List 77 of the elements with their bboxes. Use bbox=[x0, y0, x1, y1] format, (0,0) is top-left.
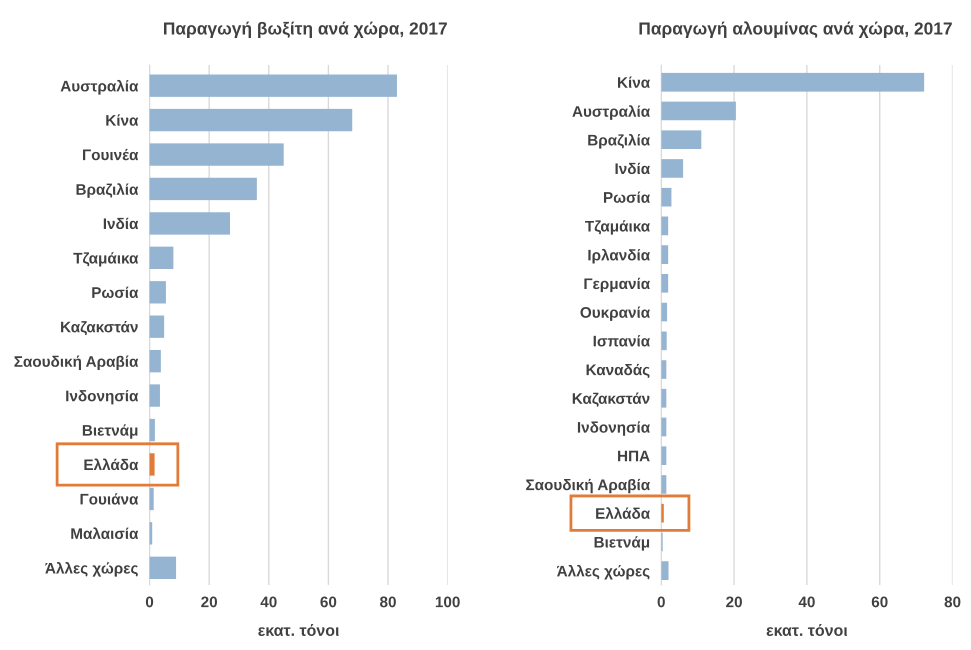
bar bbox=[150, 316, 164, 338]
y-tick-label: Γουινέα bbox=[83, 148, 138, 160]
x-tick-label: 80 bbox=[380, 596, 396, 608]
y-tick-label: Ισπανία bbox=[594, 335, 650, 346]
bar bbox=[661, 388, 666, 408]
bar bbox=[150, 281, 166, 304]
bar bbox=[661, 245, 668, 264]
y-tick-label: Ρωσία bbox=[604, 191, 650, 203]
x-tick-label: 0 bbox=[146, 596, 154, 608]
bar bbox=[661, 446, 666, 466]
y-tick-label: Τζαμάικα bbox=[73, 252, 138, 267]
y-tick-label: Αυστραλία bbox=[572, 105, 650, 120]
bar bbox=[661, 216, 668, 236]
y-tick-label: Ελλάδα bbox=[84, 458, 138, 470]
bar bbox=[150, 350, 161, 372]
y-tick-label: Γουιάνα bbox=[80, 493, 138, 505]
x-tick-label: 60 bbox=[320, 596, 336, 608]
bar bbox=[661, 302, 668, 322]
y-tick-label: Σαουδική Αραβία bbox=[526, 478, 650, 494]
y-tick-label: Ινδονησία bbox=[66, 390, 138, 404]
y-tick-label: Κίνα bbox=[618, 76, 650, 88]
y-tick-label: Αυστραλία bbox=[60, 80, 138, 95]
x-axis-title: εκατ. τόνοι bbox=[766, 624, 848, 636]
bar bbox=[661, 418, 666, 436]
bar bbox=[661, 102, 736, 120]
bar bbox=[661, 274, 668, 293]
bar bbox=[661, 504, 664, 523]
y-tick-label: Βιετνάμ bbox=[82, 424, 138, 439]
x-axis-title: εκατ. τόνοι bbox=[258, 624, 339, 636]
y-tick-label: Σαουδική Αραβία bbox=[14, 356, 138, 370]
bar bbox=[661, 561, 669, 580]
bar bbox=[661, 159, 684, 178]
y-tick-label: Άλλες χώρες bbox=[556, 564, 650, 580]
y-tick-label: Βραζιλία bbox=[588, 134, 650, 149]
bar bbox=[150, 143, 284, 166]
bar bbox=[150, 212, 230, 235]
bar bbox=[150, 384, 160, 407]
y-tick-label: Βραζιλία bbox=[76, 183, 138, 198]
y-tick-label: Γερμανία bbox=[584, 278, 650, 292]
bar bbox=[661, 130, 702, 150]
y-tick-label: Καζακστάν bbox=[61, 321, 138, 336]
y-tick-label: Ιρλανδία bbox=[588, 248, 650, 264]
y-tick-label: ΗΠΑ bbox=[618, 450, 650, 462]
bar bbox=[150, 108, 352, 132]
x-tick-label: 80 bbox=[944, 596, 960, 608]
y-tick-label: Άλλες χώρες bbox=[45, 562, 138, 577]
bar bbox=[661, 360, 666, 379]
y-tick-label: Ινδονησία bbox=[578, 421, 650, 436]
bar bbox=[150, 418, 155, 442]
y-tick-label: Ουκρανία bbox=[580, 306, 650, 321]
x-tick-label: 40 bbox=[798, 596, 815, 608]
x-tick-label: 100 bbox=[436, 596, 460, 608]
bar bbox=[150, 74, 397, 97]
bar bbox=[661, 72, 924, 92]
x-tick-label: 60 bbox=[872, 596, 888, 608]
y-tick-label: Μαλαισία bbox=[71, 527, 138, 540]
bar bbox=[661, 188, 672, 206]
y-tick-label: Ελλάδα bbox=[596, 507, 650, 519]
y-tick-label: Κίνα bbox=[106, 114, 138, 126]
chart-title: Παραγωγή αλουμίνας ανά χώρα, 2017 bbox=[639, 21, 952, 38]
y-tick-label: Ινδία bbox=[616, 162, 650, 174]
chart-title: Παραγωγή βωξίτη ανά χώρα, 2017 bbox=[164, 22, 447, 38]
y-tick-label: Τζαμάικα bbox=[585, 220, 650, 235]
x-tick-label: 20 bbox=[201, 596, 218, 608]
x-tick-label: 0 bbox=[658, 596, 665, 608]
y-tick-label: Ινδία bbox=[104, 218, 138, 230]
bar bbox=[150, 178, 257, 200]
x-tick-label: 20 bbox=[726, 596, 742, 608]
x-tick-label: 40 bbox=[260, 596, 277, 608]
bar bbox=[661, 331, 667, 350]
bar bbox=[661, 475, 666, 494]
bar bbox=[150, 556, 176, 579]
y-tick-label: Καζακστάν bbox=[572, 392, 650, 407]
y-tick-label: Καναδάς bbox=[586, 364, 650, 378]
y-tick-label: Ρωσία bbox=[92, 286, 138, 298]
y-tick-label: Βιετνάμ bbox=[594, 536, 650, 551]
bar bbox=[150, 246, 174, 270]
